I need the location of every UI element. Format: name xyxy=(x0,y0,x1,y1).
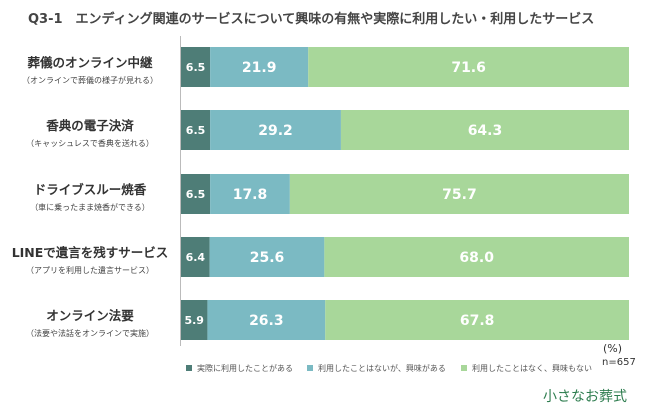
legend-item-interested: 利用したことはないが、興味がある xyxy=(307,363,446,374)
category-name: 葬儀のオンライン中継 xyxy=(27,55,153,70)
bar-used-5 xyxy=(181,300,208,340)
data-label-interested-5: 26.3 xyxy=(249,313,284,329)
category-label-3: ドライブスルー焼香 （車に乗ったまま焼香ができる） xyxy=(0,179,180,213)
brand-logo: 小さなお葬式 xyxy=(543,389,627,405)
data-label-used-1: 6.5 xyxy=(186,61,206,74)
category-subtitle: （法要や法話をオンラインで実施） xyxy=(26,329,154,338)
legend-label: 実際に利用したことがある xyxy=(197,364,293,373)
category-label-4: LINEで遺言を残すサービス （アプリを利用した遺言サービス） xyxy=(0,242,180,276)
category-subtitle: （車に乗ったまま焼香ができる） xyxy=(30,203,150,212)
bar-used-2 xyxy=(181,110,211,150)
data-label-used-3: 6.5 xyxy=(186,188,206,201)
data-label-used-4: 6.4 xyxy=(186,251,206,264)
category-subtitle: （オンラインで葬儀の様子が見れる） xyxy=(22,76,158,85)
legend-label: 利用したことはなく、興味もない xyxy=(472,364,592,373)
chart-title: Q3-1 エンディング関連のサービスについて興味の有無や実際に利用したい・利用し… xyxy=(28,12,595,27)
category-label-2: 香典の電子決済 （キャッシュレスで香典を送れる） xyxy=(0,115,180,149)
data-label-not-interested-4: 68.0 xyxy=(459,250,494,266)
data-label-not-interested-5: 67.8 xyxy=(460,313,495,329)
data-label-interested-4: 25.6 xyxy=(250,250,285,266)
bar-not-interested-5 xyxy=(325,300,629,340)
bar-not-interested-4 xyxy=(324,237,629,277)
legend-item-used: 実際に利用したことがある xyxy=(186,363,293,374)
bar-used-3 xyxy=(181,174,211,214)
category-name: LINEで遺言を残すサービス xyxy=(11,245,169,260)
bar-interested-5 xyxy=(207,300,326,340)
legend-swatch xyxy=(186,364,192,371)
legend-swatch xyxy=(307,364,313,371)
bar-interested-2 xyxy=(210,110,341,150)
bar-interested-1 xyxy=(210,47,309,87)
legend-swatch xyxy=(461,364,467,371)
category-subtitle: （キャッシュレスで香典を送れる） xyxy=(26,139,154,148)
data-label-not-interested-3: 75.7 xyxy=(442,187,477,203)
legend-item-not-interested: 利用したことはなく、興味もない xyxy=(461,363,592,374)
category-name: ドライブスルー焼香 xyxy=(33,182,147,197)
bar-interested-4 xyxy=(209,237,325,277)
data-label-not-interested-1: 71.6 xyxy=(451,60,486,76)
category-name: 香典の電子決済 xyxy=(46,118,134,133)
data-label-used-5: 5.9 xyxy=(184,314,204,327)
data-label-not-interested-2: 64.3 xyxy=(468,123,503,139)
sample-size-label: n=657 xyxy=(602,357,636,368)
bar-not-interested-1 xyxy=(308,47,629,87)
category-subtitle: （アプリを利用した遺言サービス） xyxy=(26,266,154,275)
bar-used-4 xyxy=(181,237,210,277)
category-label-5: オンライン法要 （法要や法話をオンラインで実施） xyxy=(0,305,180,339)
category-label-1: 葬儀のオンライン中継 （オンラインで葬儀の様子が見れる） xyxy=(0,52,180,86)
legend-label: 利用したことはないが、興味がある xyxy=(318,364,446,373)
bar-not-interested-3 xyxy=(289,174,629,214)
bar-not-interested-2 xyxy=(340,110,629,150)
bar-interested-3 xyxy=(210,174,290,214)
data-label-used-2: 6.5 xyxy=(186,124,206,137)
bar-used-1 xyxy=(181,47,211,87)
data-label-interested-2: 29.2 xyxy=(258,123,293,139)
unit-label: (%) xyxy=(603,342,623,355)
data-label-interested-1: 21.9 xyxy=(242,60,277,76)
data-label-interested-3: 17.8 xyxy=(233,187,268,203)
category-name: オンライン法要 xyxy=(46,308,134,323)
